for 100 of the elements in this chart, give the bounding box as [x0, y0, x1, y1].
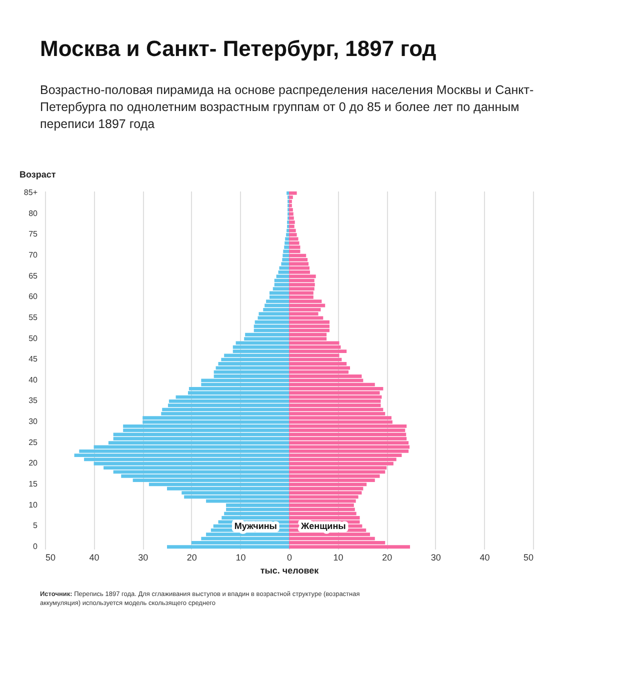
- bar: [224, 354, 289, 358]
- y-tick-label: 60: [28, 292, 38, 302]
- y-tick-label: 50: [28, 334, 38, 343]
- bar: [226, 508, 289, 512]
- chart-subtitle: Возрастно-половая пирамида на основе распределения населения Москвы и Санкт-Петербурга по однолетним возрастным группам от 0 до 85 и более лет по данным переписи 1897 года: [40, 82, 535, 133]
- x-tick-label: 0: [286, 552, 292, 562]
- x-axis-title: тыс. человек: [260, 566, 320, 576]
- bar: [276, 274, 289, 278]
- bar: [289, 262, 309, 266]
- bar: [289, 228, 296, 232]
- x-tick-label: 30: [138, 552, 148, 562]
- bar: [289, 274, 316, 278]
- bar: [289, 196, 293, 199]
- bar: [289, 462, 394, 466]
- y-tick-label: 65: [28, 271, 38, 280]
- bar: [289, 508, 355, 512]
- y-tick-label: 40: [28, 375, 38, 384]
- y-tick-label: 70: [28, 250, 38, 260]
- bar: [289, 428, 406, 432]
- bar: [254, 324, 289, 328]
- bar: [289, 436, 407, 440]
- y-tick-label: 45: [28, 354, 38, 364]
- bar: [289, 320, 330, 324]
- y-tick-label: 35: [28, 396, 38, 406]
- bar: [274, 282, 289, 286]
- bar: [272, 287, 289, 291]
- x-tick-label: 20: [186, 552, 197, 562]
- bar: [168, 400, 289, 403]
- x-tick-label: 50: [46, 552, 56, 562]
- y-tick-label: 15: [28, 479, 38, 488]
- y-tick-label: 20: [28, 458, 38, 468]
- bar: [289, 237, 298, 241]
- y-tick-label: 5: [33, 521, 38, 530]
- bar: [289, 191, 297, 195]
- bar: [289, 499, 356, 503]
- bar: [289, 287, 314, 291]
- x-tick-label: 40: [480, 552, 490, 562]
- bar: [289, 516, 360, 520]
- bar: [289, 374, 362, 378]
- bar: [245, 332, 289, 336]
- bar: [232, 345, 289, 349]
- bar: [281, 262, 289, 266]
- bar: [289, 366, 350, 370]
- bar: [221, 358, 289, 362]
- bar: [289, 308, 321, 312]
- bar: [289, 387, 384, 390]
- y-tick-label: 25: [28, 438, 38, 447]
- x-tick-label: 30: [430, 552, 441, 562]
- bar: [289, 395, 382, 399]
- bar: [218, 362, 289, 366]
- bar: [289, 208, 293, 212]
- x-tick-label: 40: [89, 552, 100, 562]
- bar: [289, 300, 322, 304]
- y-tick-label: 75: [28, 230, 38, 239]
- bar: [188, 387, 289, 390]
- y-axis-title: Возраст: [20, 170, 56, 180]
- bar: [289, 449, 409, 453]
- bar: [284, 241, 289, 245]
- bar: [279, 266, 289, 270]
- bar: [289, 545, 410, 549]
- bar: [278, 270, 289, 274]
- bar: [258, 312, 289, 316]
- bar: [282, 258, 289, 262]
- bar: [254, 320, 289, 324]
- bar: [289, 212, 294, 216]
- bar: [289, 246, 300, 249]
- bar: [123, 424, 289, 428]
- bar: [289, 241, 300, 245]
- bar: [167, 545, 289, 549]
- bar: [266, 300, 289, 304]
- bar: [289, 200, 292, 204]
- bar: [74, 454, 289, 458]
- bar: [282, 254, 289, 258]
- bar: [289, 282, 315, 286]
- bar: [269, 295, 289, 299]
- bar: [184, 495, 289, 499]
- bar: [142, 416, 289, 420]
- bar: [289, 362, 347, 366]
- bar: [289, 220, 295, 224]
- bar: [289, 350, 347, 353]
- bar: [214, 370, 289, 374]
- bar: [289, 486, 364, 490]
- y-tick-label: 10: [28, 500, 38, 510]
- y-tick-label: 80: [28, 208, 38, 218]
- bar: [236, 341, 289, 345]
- x-tick-label: 20: [382, 552, 392, 562]
- bar: [289, 512, 356, 516]
- bar: [289, 495, 358, 499]
- bar: [216, 366, 289, 370]
- bar: [289, 491, 362, 494]
- bar: [201, 378, 289, 382]
- bar: [289, 204, 292, 208]
- y-tick-label: 30: [28, 417, 38, 426]
- bar: [289, 424, 407, 428]
- bar: [289, 400, 381, 403]
- bar: [286, 233, 289, 236]
- bar: [284, 246, 289, 249]
- x-tick-label: 10: [236, 552, 246, 562]
- bar: [289, 233, 297, 236]
- bar: [289, 441, 409, 445]
